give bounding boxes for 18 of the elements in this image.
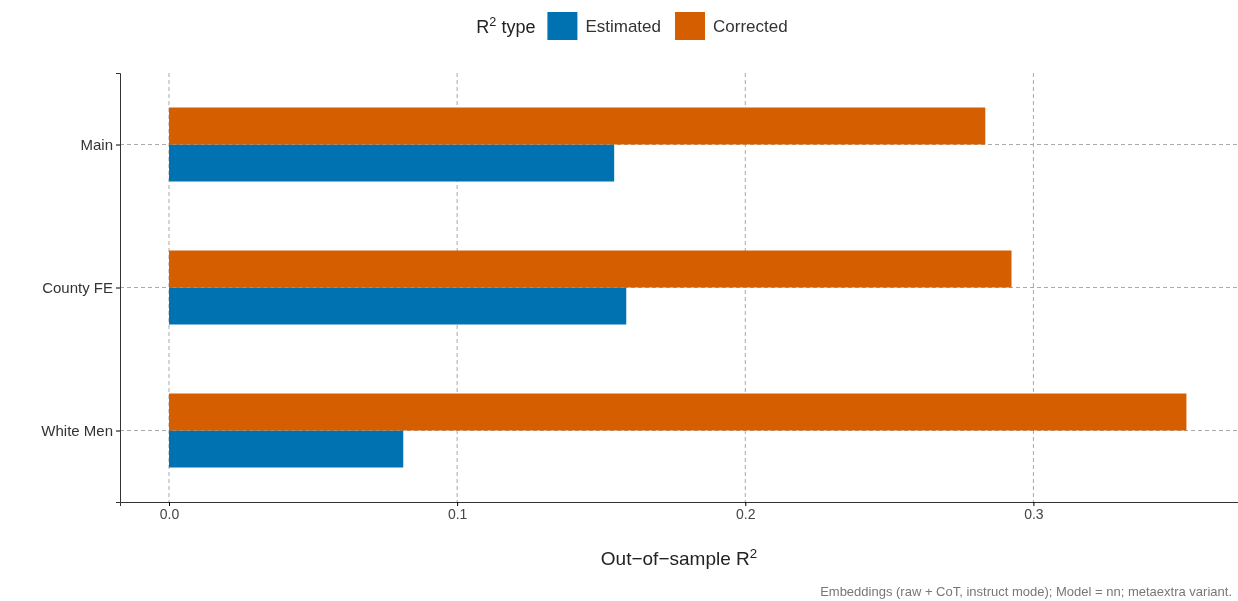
x-tick-label: 0.2 bbox=[736, 505, 756, 522]
bar bbox=[168, 250, 1012, 288]
y-tick-label: White Men bbox=[41, 421, 113, 439]
bar bbox=[168, 107, 986, 145]
bar bbox=[168, 393, 1187, 431]
x-tick-label: 0.1 bbox=[447, 505, 468, 522]
x-tick-label: 0.0 bbox=[159, 505, 180, 522]
y-tick-label: County FE bbox=[42, 278, 113, 296]
bar bbox=[168, 430, 404, 468]
bar bbox=[168, 287, 627, 325]
y-tick-label: Main bbox=[80, 135, 113, 153]
bar bbox=[168, 144, 615, 182]
x-axis-title: Out−of−sample R$^{2}$ bbox=[600, 545, 758, 569]
x-tick-label: 0.3 bbox=[1024, 505, 1044, 522]
legend-label: Corrected bbox=[713, 17, 788, 36]
legend-label: Estimated bbox=[585, 17, 661, 36]
legend-title: R$^{2}$ type bbox=[476, 15, 536, 37]
text: Embeddings (raw + CoT, instruct mode); Model = nn; metaextra variant. bbox=[820, 584, 1232, 599]
